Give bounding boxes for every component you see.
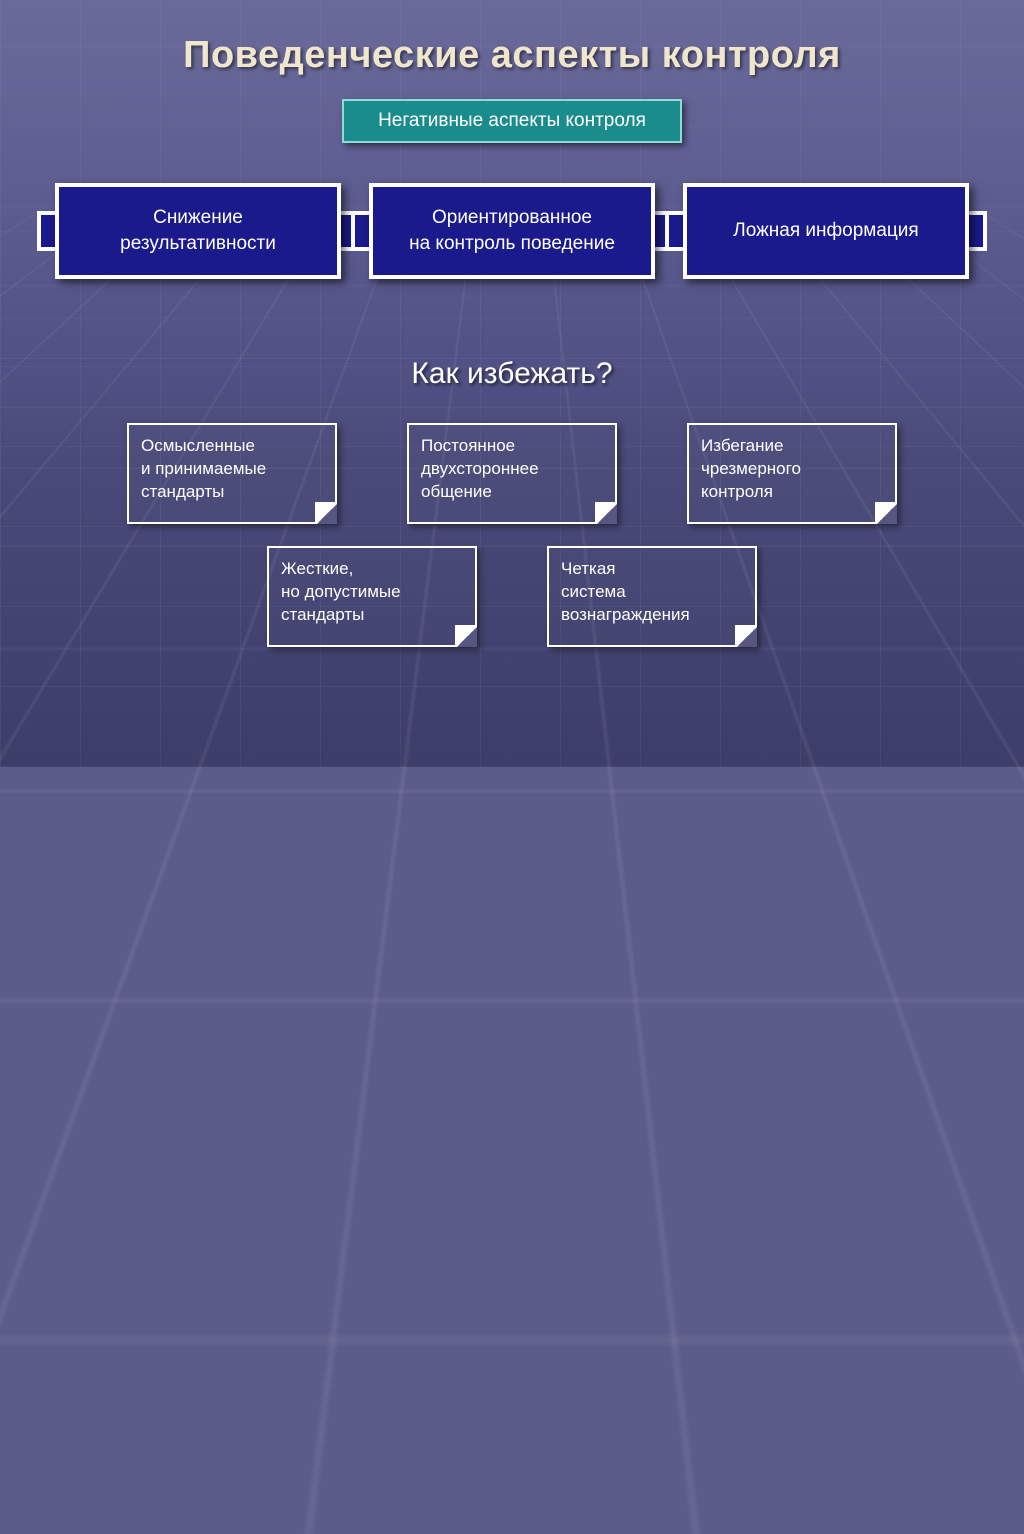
aspect-box: Снижениерезультативности xyxy=(55,183,341,279)
question-heading: Как избежать? xyxy=(0,357,1024,391)
solutions-container: Осмысленныеи принимаемыестандарты Постоя… xyxy=(0,423,1024,647)
solution-card: Четкаясистемавознаграждения xyxy=(547,546,757,647)
solution-card: Жесткие,но допустимыестандарты xyxy=(267,546,477,647)
aspect-label: Ориентированноена контроль поведение xyxy=(381,205,643,256)
subtitle-box: Негативные аспекты контроля xyxy=(342,99,682,143)
solution-label: Избеганиечрезмерногоконтроля xyxy=(701,436,801,501)
aspect-label: Снижениерезультативности xyxy=(92,205,304,256)
solution-label: Постоянноедвухстороннееобщение xyxy=(421,436,539,501)
solution-card: Избеганиечрезмерногоконтроля xyxy=(687,423,897,524)
solution-label: Осмысленныеи принимаемыестандарты xyxy=(141,436,266,501)
solution-label: Четкаясистемавознаграждения xyxy=(561,559,690,624)
subtitle-label: Негативные аспекты контроля xyxy=(378,110,646,131)
aspects-row: Снижениерезультативности Ориентированное… xyxy=(0,183,1024,279)
solution-card: Осмысленныеи принимаемыестандарты xyxy=(127,423,337,524)
solution-label: Жесткие,но допустимыестандарты xyxy=(281,559,401,624)
aspect-label: Ложная информация xyxy=(705,218,946,244)
solutions-row-2: Жесткие,но допустимыестандарты Четкаясис… xyxy=(267,546,757,647)
solution-card: Постоянноедвухстороннееобщение xyxy=(407,423,617,524)
aspect-box: Ложная информация xyxy=(683,183,969,279)
solutions-row-1: Осмысленныеи принимаемыестандарты Постоя… xyxy=(127,423,897,524)
aspect-box: Ориентированноена контроль поведение xyxy=(369,183,655,279)
slide-content: Поведенческие аспекты контроля Негативны… xyxy=(0,0,1024,767)
page-title: Поведенческие аспекты контроля xyxy=(0,0,1024,77)
